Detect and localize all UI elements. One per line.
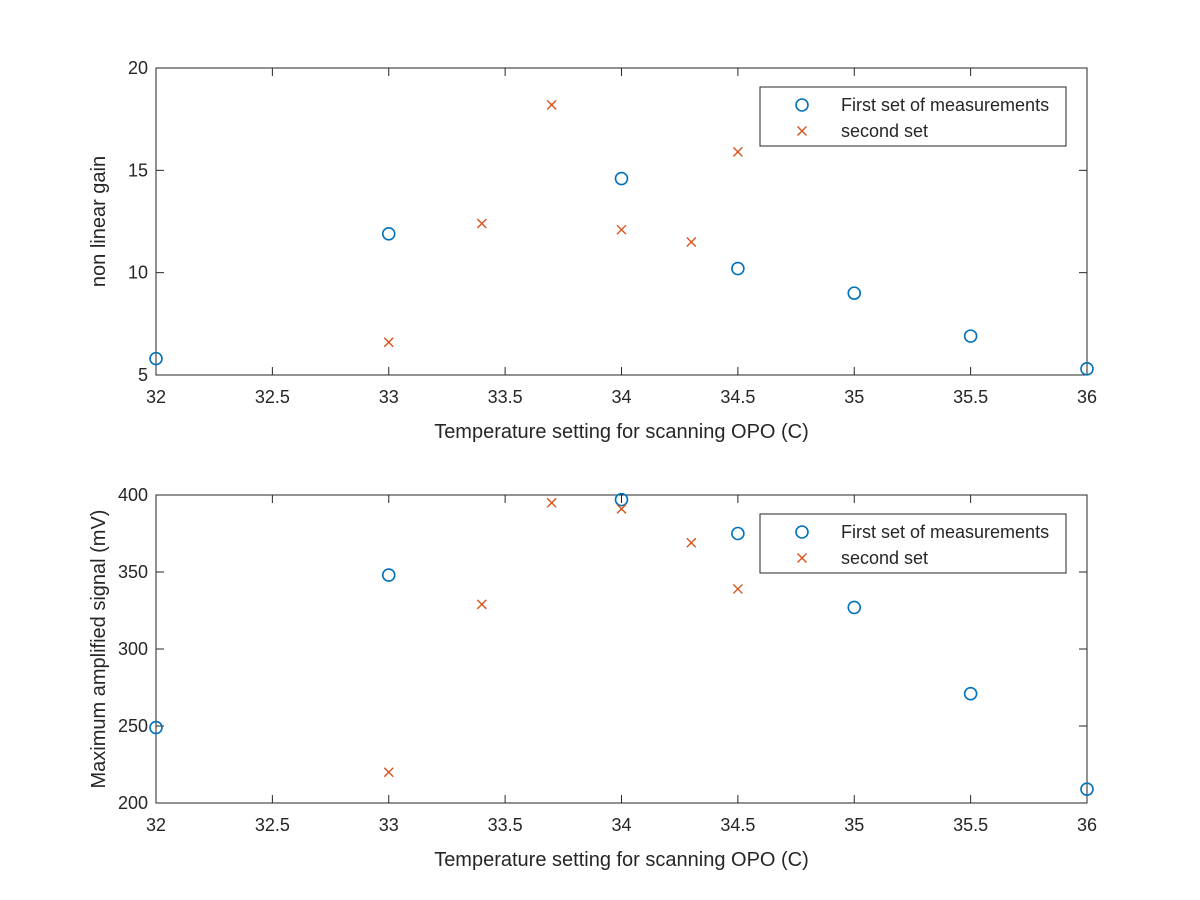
x-tick-label: 35.5 — [953, 387, 988, 407]
x-tick-label: 35 — [844, 815, 864, 835]
signal-subplot: 32 32.5 33 33.5 34 34.5 35 35.5 36 200 250 300 350 40… — [88, 485, 1097, 871]
legend: First set of measurements second set — [759, 513, 1067, 574]
y-tick-label: 200 — [118, 793, 148, 813]
x-tick-label: 36 — [1077, 387, 1097, 407]
data-point — [847, 600, 862, 615]
y-tick-label: 400 — [118, 485, 148, 505]
legend-marker — [797, 126, 807, 136]
legend-marker — [795, 98, 809, 112]
series-1 — [149, 492, 1094, 796]
data-point — [476, 218, 487, 229]
legend-label: First set of measurements — [841, 95, 1049, 115]
x-tick-label: 34.5 — [720, 815, 755, 835]
x-axis-label: Temperature setting for scanning OPO (C) — [434, 849, 809, 871]
data-point — [686, 236, 697, 247]
y-tick-label: 300 — [118, 639, 148, 659]
x-tick-label: 33.5 — [488, 815, 523, 835]
data-point — [1080, 782, 1094, 796]
y-tick-label: 5 — [138, 365, 148, 385]
x-tick-label: 34 — [611, 387, 631, 407]
gain-subplot: 32 32.5 33 33.5 34 34.5 35 35.5 36 5 10 15 20 Tempera… — [88, 58, 1097, 443]
data-point — [731, 526, 745, 541]
legend-marker — [797, 553, 807, 563]
legend: First set of measurements second set — [759, 86, 1067, 147]
series-2 — [383, 99, 743, 348]
data-point — [686, 537, 697, 548]
data-point — [546, 99, 557, 110]
data-point — [963, 329, 978, 343]
data-point — [847, 286, 862, 300]
data-point — [614, 171, 629, 186]
data-point — [149, 351, 163, 366]
y-tick-label: 250 — [118, 716, 148, 736]
x-tick-label: 35 — [844, 387, 864, 407]
data-point — [546, 497, 557, 508]
legend-label: second set — [841, 548, 928, 568]
data-point — [963, 686, 978, 701]
legend-marker — [795, 525, 809, 539]
y-tick-label: 10 — [128, 263, 148, 283]
x-tick-label: 33 — [379, 815, 399, 835]
data-point — [383, 767, 394, 778]
legend-box — [759, 513, 1067, 574]
data-point — [732, 146, 743, 157]
x-tick-label: 34.5 — [720, 387, 755, 407]
x-tick-label: 35.5 — [953, 815, 988, 835]
series-1 — [149, 171, 1094, 376]
y-tick-label: 350 — [118, 562, 148, 582]
legend-box — [759, 86, 1067, 147]
data-point — [616, 503, 627, 514]
y-axis-label: non linear gain — [88, 156, 110, 287]
x-tick-label: 32.5 — [255, 387, 290, 407]
y-tick-label: 15 — [128, 160, 148, 180]
x-tick-label: 32.5 — [255, 815, 290, 835]
data-point — [732, 583, 743, 594]
data-point — [149, 720, 163, 735]
x-axis-label: Temperature setting for scanning OPO (C) — [434, 421, 809, 443]
x-tick-label: 32 — [146, 387, 166, 407]
legend-label: First set of measurements — [841, 522, 1049, 542]
data-point — [731, 261, 745, 276]
y-tick-label: 20 — [128, 58, 148, 78]
data-point — [614, 492, 629, 507]
series-2 — [383, 497, 743, 778]
x-tick-label: 34 — [611, 815, 631, 835]
legend-label: second set — [841, 121, 928, 141]
x-tick-label: 33 — [379, 387, 399, 407]
y-axis-label: Maximum amplified signal (mV) — [88, 510, 110, 789]
data-point — [383, 337, 394, 348]
x-tick-label: 32 — [146, 815, 166, 835]
x-tick-label: 33.5 — [488, 387, 523, 407]
data-point — [1080, 362, 1094, 376]
data-point — [381, 568, 396, 582]
data-point — [381, 226, 396, 241]
data-point — [616, 224, 627, 235]
x-tick-label: 36 — [1077, 815, 1097, 835]
data-point — [476, 599, 487, 610]
